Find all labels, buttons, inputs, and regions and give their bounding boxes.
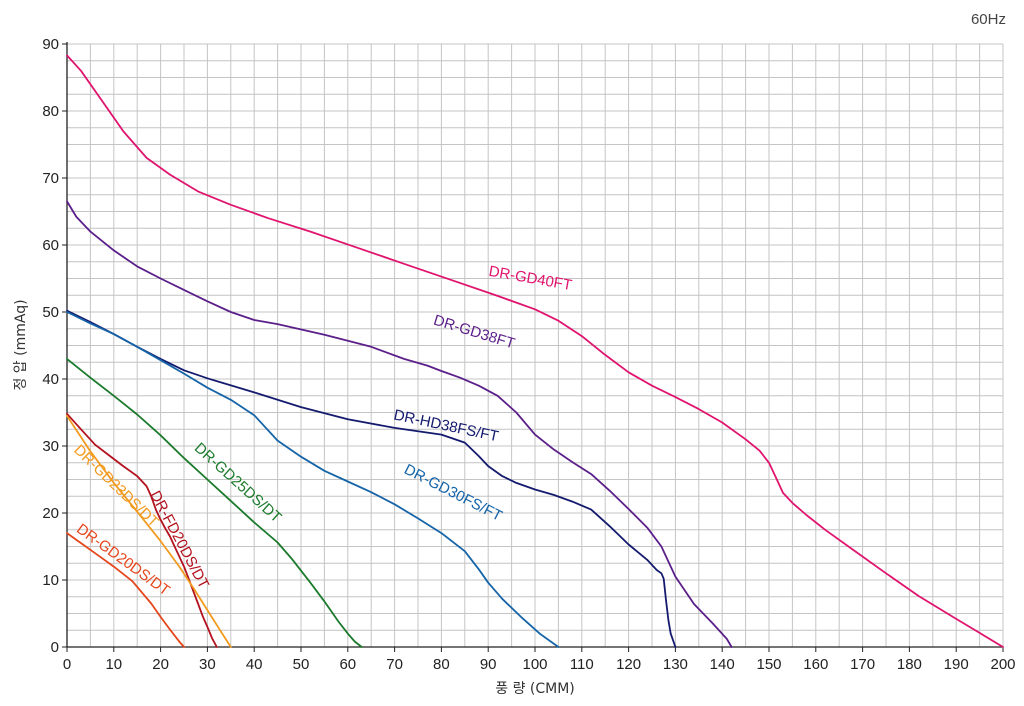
x-tick-label: 170 [850,656,875,673]
y-tick-label: 20 [42,505,59,522]
y-tick-label: 60 [42,237,59,254]
series-lines [66,54,1004,648]
series-line-dr-gd38ft [66,200,733,648]
x-tick-label: 30 [199,656,216,673]
x-tick-label: 130 [663,656,688,673]
y-axis-label: 정 압 (mmAq) [13,299,29,390]
x-tick-label: 100 [522,656,547,673]
y-tick-label: 0 [51,639,59,656]
series-line-dr-gd25ds/dt [66,358,363,648]
series-label-dr-gd38ft: DR-GD38FT [431,312,516,353]
y-tick-label: 90 [42,36,59,53]
x-tick-label: 10 [105,656,122,673]
series-line-dr-gd23ds/dt [66,415,232,648]
grid [66,43,1004,648]
x-tick-label: 20 [152,656,169,673]
x-tick-label: 160 [803,656,828,673]
x-tick-label: 60 [339,656,356,673]
series-line-dr-gd20ds/dt [66,532,185,648]
series-line-dr-gd30fs/ft [66,311,560,648]
y-tick-label: 80 [42,103,59,120]
x-tick-label: 40 [246,656,263,673]
x-tick-label: 150 [756,656,781,673]
x-tick-label: 140 [710,656,735,673]
series-line-dr-gd40ft [66,54,1004,648]
y-tick-label: 70 [42,170,59,187]
x-tick-label: 50 [293,656,310,673]
series-label-dr-gd40ft: DR-GD40FT [487,263,573,294]
x-tick-label: 110 [570,656,594,673]
x-tick-label: 80 [433,656,450,673]
y-tick-label: 10 [42,572,59,589]
x-tick-label: 190 [944,656,969,673]
y-tick-label: 50 [42,304,59,321]
x-tick-label: 180 [897,656,922,673]
series-labels: DR-GD40FTDR-GD38FTDR-HD38FS/FTDR-GD30FS/… [70,263,573,600]
series-line-dr-fd20ds/dt [66,412,218,648]
series-label-dr-gd20ds/dt: DR-GD20DS/DT [73,520,173,599]
x-axis-label: 풍 량 (CMM) [495,681,575,697]
x-tick-label: 90 [480,656,497,673]
series-label-dr-gd30fs/ft: DR-GD30FS/FT [401,461,505,525]
y-tick-label: 30 [42,438,59,455]
axes: 0 10 20 30 40 50 60 70 80 90 100 110 120 130 140 150 160… [42,36,1015,673]
y-tick-label: 40 [42,371,59,388]
x-tick-label: 70 [386,656,403,673]
x-tick-label: 0 [63,656,71,673]
frequency-note: 60Hz [971,11,1006,28]
series-label-dr-gd23ds/dt: DR-GD23DS/DT [70,442,162,531]
series-line-dr-hd38fs/ft [66,309,677,648]
x-tick-label: 200 [990,656,1015,673]
x-tick-label: 120 [616,656,641,673]
